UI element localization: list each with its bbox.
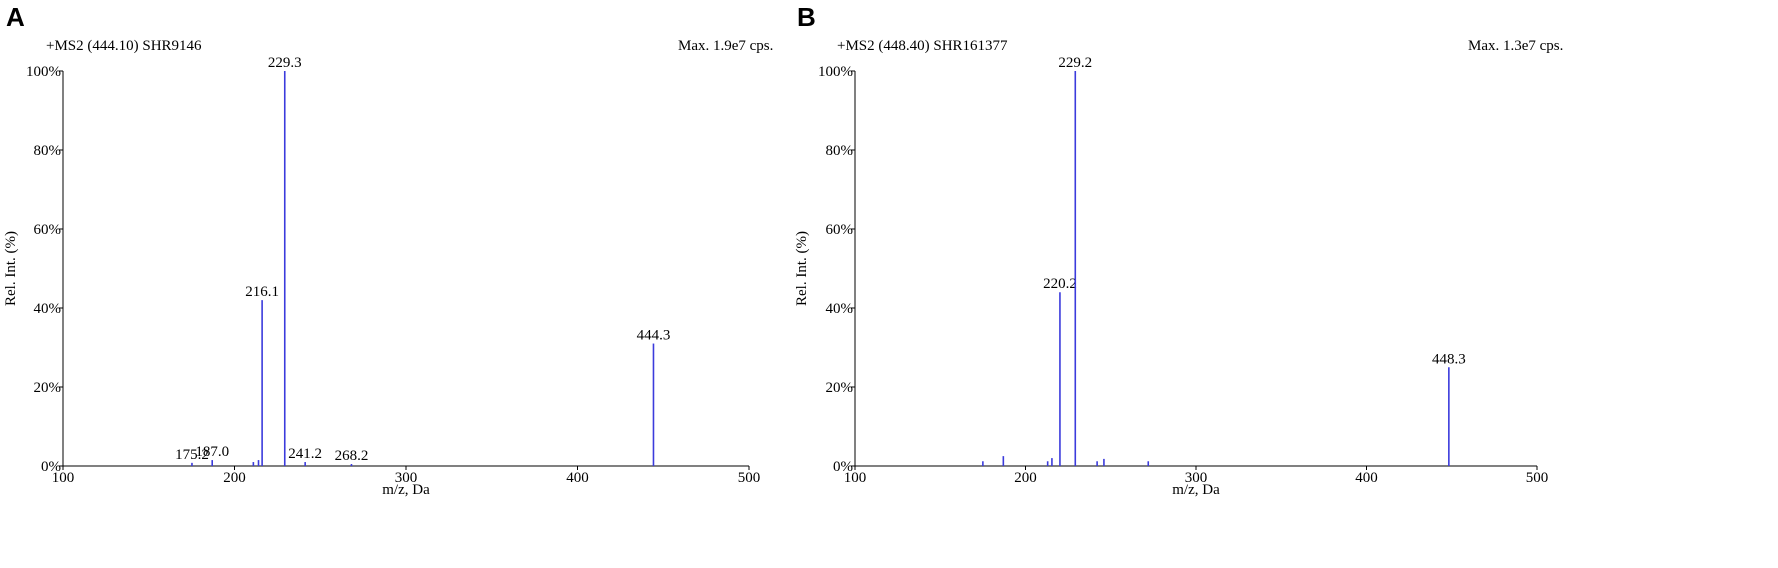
x-tick-label: 300 [1185,470,1208,486]
y-tick-label: 100% [818,64,853,80]
x-tick-label: 500 [1526,470,1549,486]
x-tick-label: 300 [395,470,418,486]
y-tick-label: 40% [826,301,854,317]
y-tick-label: 20% [34,380,62,396]
y-tick-label: 100% [26,64,61,80]
x-axis-label: m/z, Da [1172,482,1220,498]
x-tick-label: 100 [844,470,867,486]
x-tick-label: 200 [1014,470,1037,486]
peak-label: 448.3 [1432,351,1466,367]
peak-label: 216.1 [245,284,279,300]
y-tick-label: 20% [826,380,854,396]
peak-label: 268.2 [335,448,369,464]
x-tick-label: 100 [52,470,75,486]
x-tick-label: 500 [738,470,761,486]
panel-letter-b: B [797,2,816,32]
panel-letter-a: A [6,2,25,32]
x-tick-label: 400 [1355,470,1378,486]
panel-a-header-right: Max. 1.9e7 cps. [678,38,774,54]
x-axis-label: m/z, Da [382,482,430,498]
peak-label: 241.2 [288,446,322,462]
peak-label: 229.2 [1058,55,1092,71]
y-tick-label: 80% [34,143,62,159]
y-tick-label: 60% [34,222,62,238]
y-tick-label: 40% [34,301,62,317]
y-tick-label: 60% [826,222,854,238]
peak-label: 187.0 [195,444,229,460]
y-tick-label: 0% [41,459,61,475]
peak-label: 175.2 [175,447,209,463]
peak-label: 229.3 [268,55,302,71]
y-axis-label: Rel. Int. (%) [794,231,810,306]
x-tick-label: 200 [223,470,246,486]
panel-a-header-left: +MS2 (444.10) SHR9146 [46,38,202,54]
y-axis-label: Rel. Int. (%) [3,231,19,306]
peak-label: 220.2 [1043,276,1077,292]
peak-label: 444.3 [637,328,671,344]
x-tick-label: 400 [566,470,589,486]
y-tick-label: 0% [833,459,853,475]
y-tick-label: 80% [826,143,854,159]
panel-b-header-right: Max. 1.3e7 cps. [1468,38,1564,54]
spectrum-chart-a: 0% 20% 40% 60% 80% 100% 100 200 300 400 500 m/z, Da… [3,55,761,498]
panel-b-header-left: +MS2 (448.40) SHR161377 [837,38,1008,54]
